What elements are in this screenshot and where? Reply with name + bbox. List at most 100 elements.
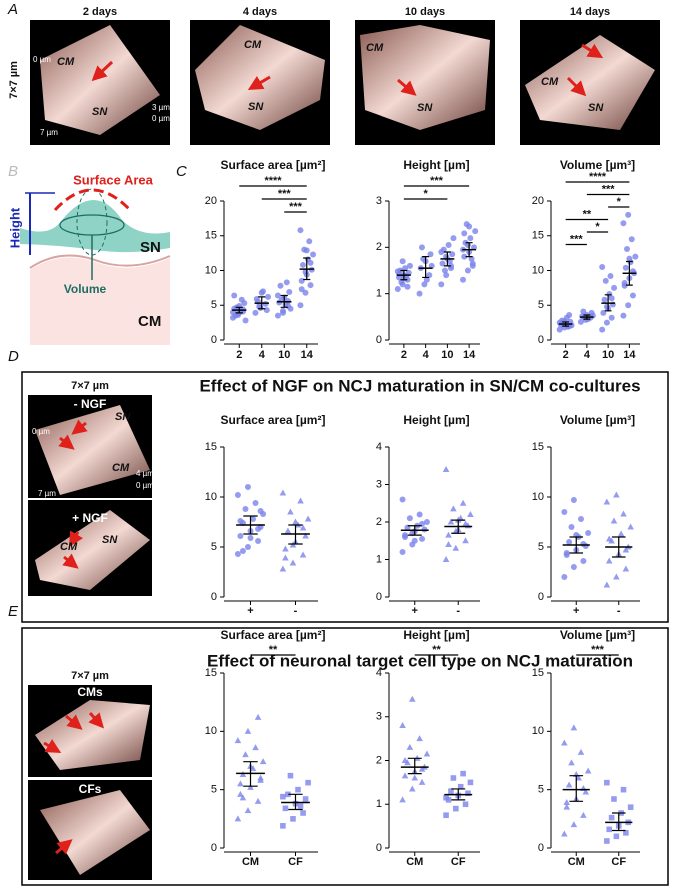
x-tick-label: 14 <box>463 349 476 361</box>
error-bar <box>562 321 570 327</box>
data-point <box>604 838 610 844</box>
panel-title: Effect of neuronal target cell type on N… <box>207 651 633 670</box>
data-point <box>445 242 452 249</box>
data-point <box>603 303 610 310</box>
x-tick-label: 4 <box>423 349 430 361</box>
data-point <box>620 786 627 793</box>
data-point <box>423 276 430 283</box>
data-point <box>428 262 435 269</box>
x-tick-label: + <box>247 605 253 617</box>
x-tick-label: 14 <box>623 349 636 361</box>
y-tick-label: 20 <box>532 195 544 207</box>
data-point <box>302 796 309 802</box>
data-point <box>575 774 582 781</box>
data-point <box>237 518 244 524</box>
panel-title: Effect of NGF on NCJ maturation in SN/CM… <box>199 376 640 395</box>
data-point <box>263 307 270 314</box>
error-bar <box>625 260 633 286</box>
data-point <box>423 519 430 525</box>
y-tick-label: 10 <box>205 725 217 737</box>
data-point <box>242 506 249 512</box>
data-point <box>462 520 469 527</box>
data-point <box>561 739 568 746</box>
data-point <box>265 293 272 300</box>
chart-title: Height [µm] <box>403 628 469 642</box>
y-tick-label: 5 <box>211 299 217 311</box>
data-point <box>299 261 306 268</box>
y-tick-label: 5 <box>211 541 217 553</box>
data-point <box>418 244 425 251</box>
data-point <box>563 799 571 805</box>
data-point <box>623 830 629 836</box>
data-point <box>255 526 262 532</box>
data-point <box>426 272 433 279</box>
x-tick-label: 4 <box>259 349 266 361</box>
data-point <box>285 791 291 798</box>
y-tick-label: 10 <box>532 264 544 276</box>
data-point <box>442 556 450 562</box>
image-label: SN <box>115 411 131 423</box>
data-point <box>306 238 313 245</box>
data-point <box>625 302 632 309</box>
y-tick-label: 4 <box>376 441 382 453</box>
y-tick-label: 2 <box>376 241 382 253</box>
image-title: - NGF <box>74 397 107 411</box>
data-point <box>466 223 473 230</box>
error-bar <box>465 242 473 258</box>
data-point <box>416 735 423 742</box>
significance-label: *** <box>289 201 303 213</box>
data-point <box>297 302 304 309</box>
x-tick-label: CF <box>451 856 466 868</box>
data-point <box>419 535 426 542</box>
data-point <box>603 319 610 326</box>
data-point <box>287 508 294 515</box>
chart-title: Volume [µm³] <box>560 413 635 427</box>
x-tick-label: 2 <box>401 349 407 361</box>
data-point <box>252 309 259 316</box>
data-point <box>302 532 309 539</box>
data-point <box>622 546 630 553</box>
data-point <box>602 277 609 284</box>
panel-label: A <box>7 1 18 18</box>
data-point <box>605 535 613 542</box>
data-point <box>462 537 469 544</box>
axis-scale: 0 µm <box>136 481 154 490</box>
y-tick-label: 0 <box>211 591 217 603</box>
axis-scale: 3 µm <box>152 103 170 112</box>
data-point <box>298 277 305 284</box>
y-tick-label: 2 <box>376 754 382 766</box>
data-point <box>404 283 411 290</box>
data-point <box>620 220 627 227</box>
data-point <box>255 538 262 544</box>
data-point <box>244 544 251 550</box>
error-bar <box>400 269 408 281</box>
image-label: SN <box>417 102 433 114</box>
y-tick-label: 0 <box>376 591 382 603</box>
data-point <box>290 816 296 822</box>
data-point <box>286 289 293 296</box>
significance-label: **** <box>264 175 282 187</box>
data-point <box>423 750 431 757</box>
axis-scale: 7 µm <box>40 128 58 137</box>
data-point <box>297 227 304 234</box>
x-tick-label: + <box>573 605 579 617</box>
data-point <box>442 466 450 472</box>
panel-label: C <box>176 163 187 180</box>
data-point <box>237 533 244 539</box>
data-point <box>452 544 460 551</box>
data-point <box>599 326 606 333</box>
axis-scale: 4 µm <box>136 469 154 478</box>
image-label: CM <box>366 42 384 54</box>
y-tick-label: 15 <box>532 441 544 453</box>
data-point <box>427 251 434 258</box>
significance-label: *** <box>602 183 616 195</box>
data-point <box>303 247 310 254</box>
error-bar <box>451 519 466 534</box>
data-point <box>457 783 464 790</box>
error-bar <box>303 257 311 281</box>
data-point <box>450 505 457 512</box>
y-tick-label: 5 <box>211 784 217 796</box>
data-point <box>623 245 630 252</box>
data-point <box>580 558 587 564</box>
data-point <box>409 695 416 702</box>
